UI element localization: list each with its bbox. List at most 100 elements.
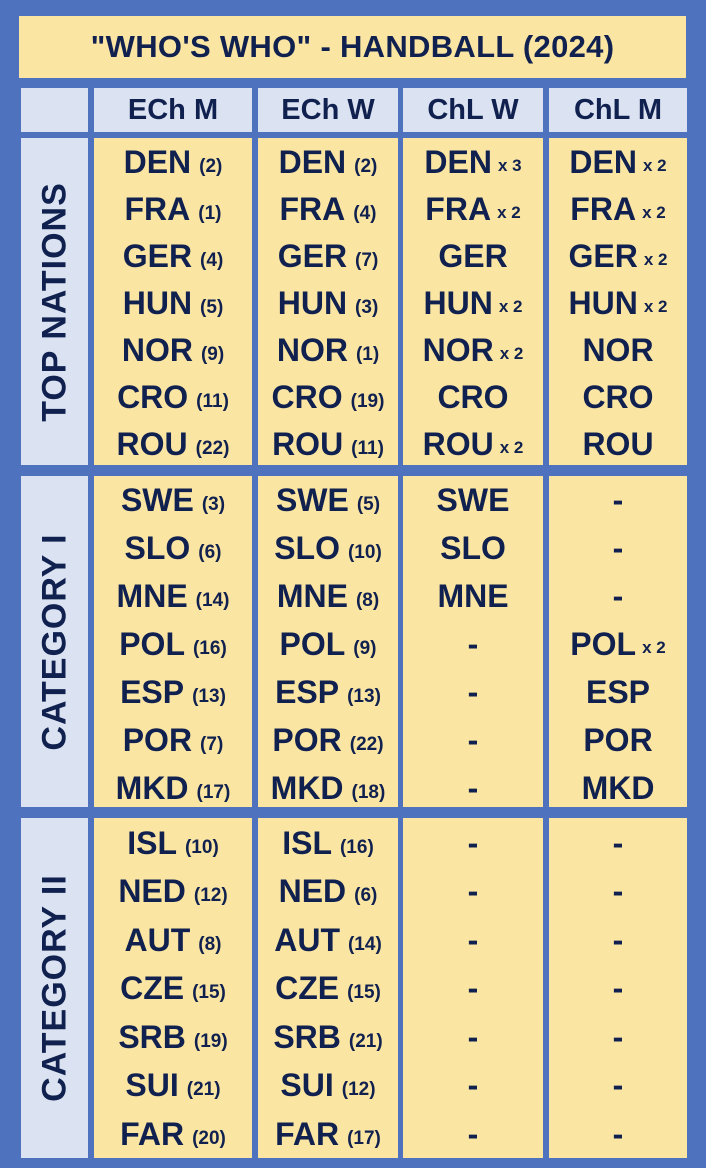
nation-code: SWE bbox=[120, 481, 194, 518]
nation-rank: (17) bbox=[196, 781, 231, 803]
column-header-chl-w: ChL W bbox=[403, 88, 543, 132]
nation-code: MNE bbox=[116, 577, 188, 614]
nation-entry: SLO bbox=[403, 525, 543, 572]
nation-code: SLO bbox=[274, 529, 340, 566]
nation-rank: (16) bbox=[192, 637, 227, 659]
group-column-cell: DEN x 2 FRA x 2 GER x 2 HUN x 2 NOR CRO ROU bbox=[549, 138, 687, 465]
empty-dash: - bbox=[612, 824, 624, 861]
title-multiplier: x 2 bbox=[642, 203, 666, 222]
group-label: CATEGORY II bbox=[21, 818, 88, 1158]
nation-code: MNE bbox=[437, 577, 509, 614]
nation-code: SWE bbox=[275, 481, 349, 518]
empty-dash: - bbox=[467, 921, 479, 958]
nation-rank: (8) bbox=[355, 589, 380, 611]
nation-entry: SLO (6) bbox=[94, 525, 252, 572]
nation-code: SLO bbox=[124, 529, 191, 566]
nation-entry: NOR (9) bbox=[94, 327, 252, 374]
nation-entry: AUT (14) bbox=[258, 917, 398, 964]
nation-code: ESP bbox=[585, 673, 651, 710]
nation-code: FRA bbox=[279, 190, 346, 227]
nation-entry: MKD bbox=[549, 765, 687, 812]
nation-entry: ROU (22) bbox=[94, 421, 252, 468]
nation-entry: SWE bbox=[403, 477, 543, 524]
title-multiplier: x 2 bbox=[497, 203, 521, 222]
nation-rank: (17) bbox=[347, 1127, 381, 1149]
nation-rank: (14) bbox=[347, 933, 382, 955]
nation-code: GER bbox=[568, 237, 638, 274]
nation-entry: SRB (19) bbox=[94, 1014, 252, 1061]
nation-code: DEN bbox=[569, 143, 637, 180]
group-column-cell: - - - POL x 2 ESP POR MKD bbox=[549, 476, 687, 807]
corner-header-cell bbox=[21, 88, 88, 132]
nation-entry: POL (9) bbox=[258, 621, 398, 668]
nation-entry: CRO bbox=[403, 374, 543, 421]
nation-entry: MNE (8) bbox=[258, 573, 398, 620]
nation-entry: POR bbox=[549, 717, 687, 764]
title-multiplier: x 2 bbox=[642, 638, 666, 657]
nation-rank: (12) bbox=[193, 885, 228, 906]
nation-entry: ISL (16) bbox=[258, 820, 398, 867]
group-label: CATEGORY I bbox=[21, 476, 88, 807]
nation-code: ROU bbox=[582, 425, 654, 462]
group-column-cell: DEN (2) FRA (1) GER (4) HUN (5) NOR (9) CRO (11) ROU… bbox=[94, 138, 252, 465]
nation-rank: (8) bbox=[198, 933, 222, 955]
nation-entry: - bbox=[403, 621, 543, 668]
empty-dash: - bbox=[467, 824, 479, 861]
column-header-chl-m: ChL M bbox=[549, 88, 687, 132]
group-column-cell: - - - - - - - bbox=[549, 818, 687, 1158]
group-column-cell: ISL (16) NED (6) AUT (14) CZE (15) SRB (21) SUI (12… bbox=[258, 818, 398, 1158]
nation-rank: (21) bbox=[348, 1030, 383, 1052]
nation-entry: - bbox=[549, 1062, 687, 1109]
nation-rank: (6) bbox=[354, 885, 378, 906]
nation-entry: MKD (18) bbox=[258, 765, 398, 812]
nation-code: GER bbox=[438, 237, 508, 274]
nation-entry: ESP (13) bbox=[94, 669, 252, 716]
nation-entry: NOR (1) bbox=[258, 327, 398, 374]
empty-dash: - bbox=[467, 873, 479, 909]
nation-entry: POR (22) bbox=[258, 717, 398, 764]
nation-rank: (13) bbox=[347, 685, 381, 707]
nation-entry: SUI (21) bbox=[94, 1062, 252, 1109]
nation-entry: ROU x 2 bbox=[403, 421, 543, 468]
group-column-cell: SWE SLO MNE - - - - bbox=[403, 476, 543, 807]
nation-rank: (1) bbox=[355, 343, 380, 365]
nation-entry: SUI (12) bbox=[258, 1062, 398, 1109]
nation-entry: SWE (5) bbox=[258, 477, 398, 524]
empty-dash: - bbox=[467, 1115, 479, 1152]
nation-rank: (7) bbox=[200, 733, 224, 755]
nation-rank: (11) bbox=[351, 437, 384, 459]
nation-rank: (12) bbox=[341, 1079, 376, 1100]
empty-dash: - bbox=[612, 1067, 624, 1103]
nation-entry: - bbox=[549, 1014, 687, 1061]
empty-dash: - bbox=[467, 1018, 479, 1055]
nation-entry: GER (7) bbox=[258, 233, 398, 280]
nation-code: NOR bbox=[422, 331, 494, 368]
nation-entry: FRA (1) bbox=[94, 186, 252, 233]
empty-dash: - bbox=[612, 1115, 624, 1152]
nation-entry: CZE (15) bbox=[94, 965, 252, 1012]
nation-code: MNE bbox=[276, 577, 348, 614]
nation-rank: (15) bbox=[192, 982, 226, 1003]
nation-entry: - bbox=[549, 917, 687, 964]
nation-rank: (14) bbox=[195, 589, 230, 611]
nation-rank: (20) bbox=[192, 1127, 226, 1149]
group-label-text: CATEGORY II bbox=[35, 874, 73, 1102]
nation-entry: - bbox=[549, 1111, 687, 1158]
nation-code: POL bbox=[570, 625, 637, 662]
nation-entry: - bbox=[549, 868, 687, 915]
nation-code: ROU bbox=[272, 425, 344, 462]
nation-rank: (9) bbox=[353, 637, 377, 659]
nation-entry: DEN (2) bbox=[94, 139, 252, 186]
nation-rank: (3) bbox=[355, 296, 379, 318]
nation-rank: (11) bbox=[196, 390, 229, 412]
nation-entry: FRA (4) bbox=[258, 186, 398, 233]
nation-code: SRB bbox=[273, 1018, 341, 1055]
nation-entry: ROU (11) bbox=[258, 421, 398, 468]
group-label: TOP NATIONS bbox=[21, 138, 88, 465]
nation-code: CRO bbox=[117, 378, 189, 415]
nation-rank: (7) bbox=[355, 249, 379, 271]
nation-entry: - bbox=[403, 820, 543, 867]
nation-entry: GER bbox=[403, 233, 543, 280]
title-multiplier: x 2 bbox=[498, 297, 523, 316]
nation-entry: POL (16) bbox=[94, 621, 252, 668]
